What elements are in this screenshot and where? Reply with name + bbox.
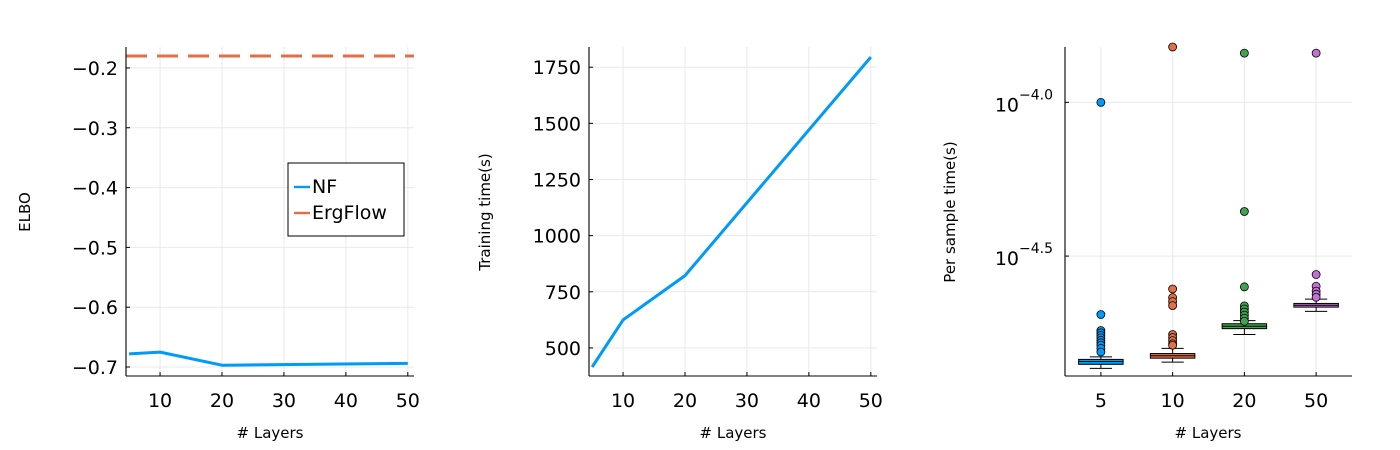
x-tick-label: 10	[148, 390, 172, 412]
outlier-point	[1239, 282, 1249, 292]
training-time-panel: 10 20 30 40 50 500 750 1000 1250 1500 1750 # Layer…	[476, 47, 883, 442]
x-tick-label: 10	[1161, 390, 1185, 412]
y-tick-label: −0.3	[72, 118, 118, 140]
elbo-series	[126, 54, 414, 367]
y-tick-label: 10−4.0	[995, 87, 1053, 116]
elbo-panel: 10 20 30 40 50 −0.7 −0.6 −0.5 −0.4 −0.3 −0.2 # Lay…	[16, 47, 420, 442]
x-tick-label: 20	[210, 390, 234, 412]
y-tick-label: −0.2	[72, 58, 118, 80]
outlier-point	[1096, 347, 1106, 357]
x-tick-label: 5	[1095, 390, 1107, 412]
x-tick-label: 40	[334, 390, 358, 412]
outlier-point	[1096, 310, 1106, 319]
outlier-point	[1239, 207, 1249, 216]
y-tick-label: 500	[545, 338, 581, 360]
training-time-x-label: # Layers	[700, 424, 767, 442]
per-sample-time-grid	[1065, 47, 1352, 376]
x-tick-label: 40	[797, 390, 821, 412]
outlier-point	[1168, 301, 1178, 310]
outlier-point	[1311, 292, 1321, 302]
y-tick-label: −0.4	[72, 178, 118, 200]
x-tick-label: 50	[396, 390, 420, 412]
x-tick-label: 20	[673, 390, 697, 412]
outlier-point	[1239, 48, 1249, 58]
series-line-series-0	[590, 56, 872, 368]
per-sample-time-panel: 5 10 20 50 10−4.0 10−4.5 # Layers Per sample …	[941, 42, 1352, 442]
training-time-y-label: Training time(s)	[476, 153, 494, 271]
box-20	[1221, 48, 1268, 335]
series-line-nf	[129, 350, 408, 367]
per-sample-time-y-label: Per sample time(s)	[941, 141, 959, 282]
per-sample-time-x-label: # Layers	[1175, 424, 1242, 442]
elbo-y-label: ELBO	[16, 192, 34, 232]
box-10	[1149, 42, 1196, 363]
y-tick-label: −0.5	[72, 237, 118, 259]
box-50	[1293, 48, 1339, 312]
training-time-series	[590, 56, 872, 368]
x-tick-label: 30	[272, 390, 296, 412]
y-tick-label: 1500	[533, 113, 581, 135]
legend-box	[287, 162, 405, 237]
y-tick-label: 1000	[533, 226, 581, 248]
per-sample-time-ticks: 5 10 20 50 10−4.0 10−4.5	[995, 87, 1328, 412]
legend-label-ergflow: ErgFlow	[312, 202, 387, 224]
x-tick-label: 10	[611, 390, 635, 412]
outlier-point	[1168, 42, 1178, 52]
per-sample-time-boxes	[1078, 42, 1339, 369]
training-time-grid	[589, 47, 877, 376]
y-tick-label: 10−4.5	[995, 241, 1053, 270]
outlier-point	[1168, 340, 1178, 350]
y-tick-label: −0.7	[72, 357, 118, 379]
elbo-x-label: # Layers	[237, 424, 304, 442]
training-time-ticks: 10 20 30 40 50 500 750 1000 1250 1500 1750	[533, 57, 883, 412]
y-tick-label: −0.6	[72, 297, 118, 319]
outlier-point	[1311, 270, 1321, 279]
y-tick-label: 750	[545, 282, 581, 304]
outlier-point	[1311, 48, 1321, 58]
x-tick-label: 50	[859, 390, 883, 412]
x-tick-label: 50	[1304, 390, 1328, 412]
box-5	[1078, 97, 1124, 369]
x-tick-label: 20	[1232, 390, 1256, 412]
outlier-point	[1239, 316, 1249, 326]
elbo-grid	[126, 47, 414, 376]
x-tick-label: 30	[735, 390, 759, 412]
outlier-point	[1168, 284, 1178, 294]
outlier-point	[1096, 97, 1106, 107]
legend-label-nf: NF	[312, 176, 337, 198]
elbo-legend: NF ErgFlow	[287, 162, 405, 237]
y-tick-label: 1750	[533, 57, 581, 79]
y-tick-label: 1250	[533, 169, 581, 191]
elbo-ticks: 10 20 30 40 50 −0.7 −0.6 −0.5 −0.4 −0.3 −0.2	[72, 58, 420, 412]
